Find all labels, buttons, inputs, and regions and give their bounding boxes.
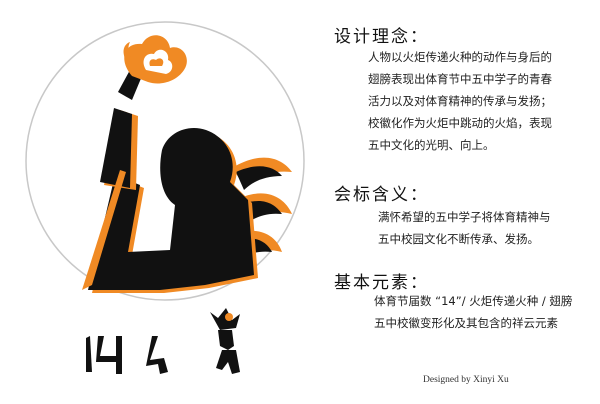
section-heading-basic-elements: 基本元素： [334, 273, 429, 293]
description-column: 设计理念： 人物以火炬传递火种的动作与身后的 翅膀表现出体育节中五中学子的青春 … [334, 0, 600, 400]
body-line: 活力以及对体育精神的传承与发扬； [368, 94, 552, 108]
designer-credit: Designed by Xinyi Xu [423, 375, 509, 385]
body-line: 五中校徽变形化及其包含的祥云元素 [374, 316, 558, 330]
emblem: 14 火炬 [25, 21, 305, 374]
body-line: 满怀希望的五中学子将体育精神与 [378, 210, 551, 224]
logo-14-and-torch [86, 308, 240, 374]
figure-silhouette [82, 70, 258, 293]
section-body-basic-elements: 体育节届数 “14”/ 火炬传递火种 / 翅膀 五中校徽变形化及其包含的祥云元素 [374, 290, 572, 334]
emblem-circle [25, 21, 305, 301]
body-line: 体育节届数 “14”/ 火炬传递火种 / 翅膀 [374, 294, 573, 308]
section-body-design-concept: 人物以火炬传递火种的动作与身后的 翅膀表现出体育节中五中学子的青春 活力以及对体… [368, 46, 552, 156]
body-line: 五中校园文化不断传承、发扬。 [378, 232, 539, 246]
section-heading-design-concept: 设计理念： [334, 27, 429, 47]
section-heading-emblem-meaning: 会标含义： [334, 185, 429, 205]
torch-bearer-emblem-icon [25, 21, 305, 374]
body-line: 翅膀表现出体育节中五中学子的青春 [368, 72, 552, 86]
body-line: 人物以火炬传递火种的动作与身后的 [368, 50, 552, 64]
body-line: 校徽化作为火炬中跳动的火焰，表现 [368, 116, 552, 130]
body-line: 五中文化的光明、向上。 [368, 138, 495, 152]
section-body-emblem-meaning: 满怀希望的五中学子将体育精神与 五中校园文化不断传承、发扬。 [378, 206, 551, 250]
flame-shape [123, 35, 187, 84]
